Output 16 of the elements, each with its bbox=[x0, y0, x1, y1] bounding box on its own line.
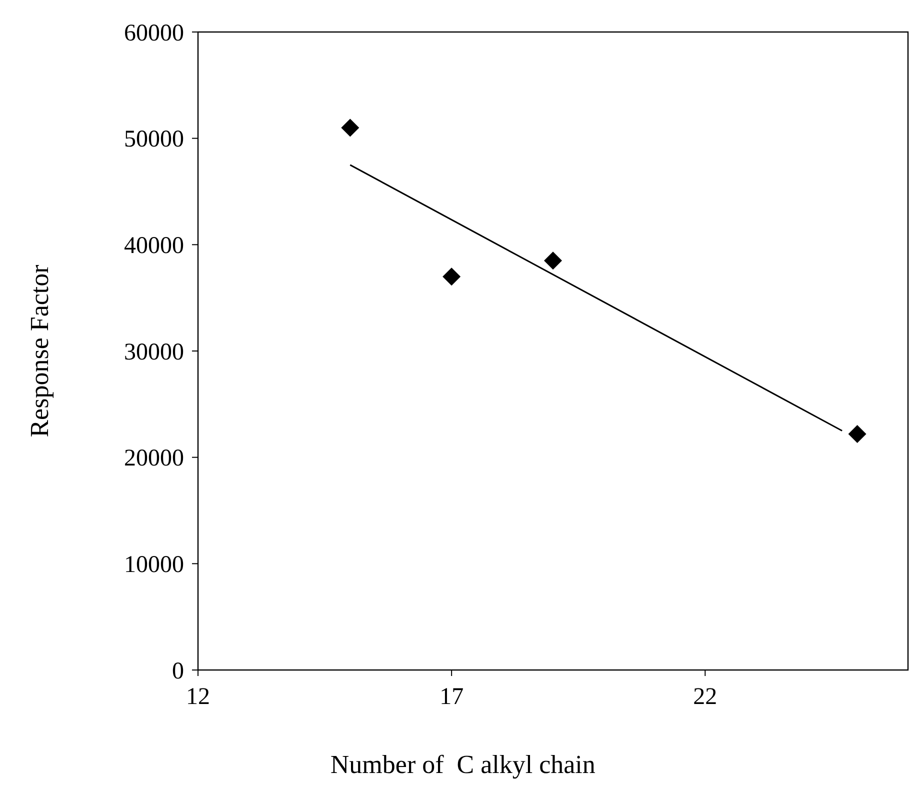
y-tick-label: 0 bbox=[172, 658, 184, 684]
point bbox=[544, 252, 562, 270]
x-axis-title: Number of C alkyl chain bbox=[330, 750, 596, 779]
point bbox=[442, 268, 461, 286]
point bbox=[341, 118, 360, 137]
x-tick-label: 22 bbox=[693, 684, 718, 710]
y-axis-title: Response Factor bbox=[25, 264, 54, 438]
y-tick-label: 50000 bbox=[124, 126, 184, 153]
x-tick-label: 17 bbox=[440, 684, 464, 710]
x-tick-label: 12 bbox=[186, 684, 210, 710]
point bbox=[848, 424, 866, 443]
y-tick-label: 30000 bbox=[124, 339, 184, 366]
y-tick-label: 60000 bbox=[124, 20, 184, 46]
y-tick-label: 10000 bbox=[124, 552, 184, 578]
y-tick-label: 20000 bbox=[124, 446, 184, 472]
y-tick-label: 40000 bbox=[124, 233, 184, 260]
